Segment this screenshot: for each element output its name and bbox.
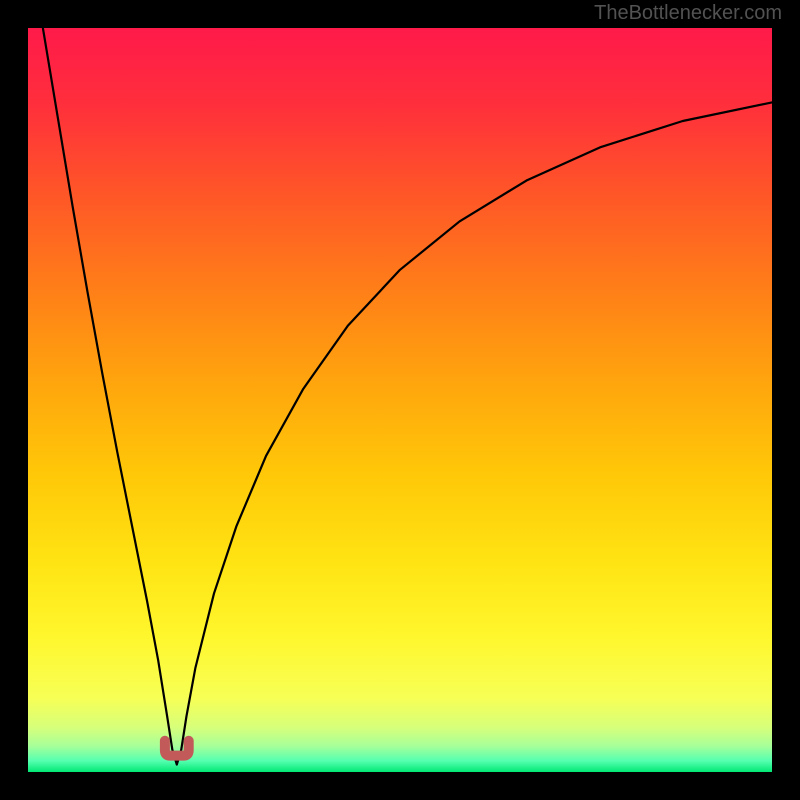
plot-area — [28, 28, 772, 772]
plot-background — [28, 28, 772, 772]
plot-svg — [28, 28, 772, 772]
stage: TheBottlenecker.com — [0, 0, 800, 800]
watermark-text: TheBottlenecker.com — [594, 2, 782, 25]
